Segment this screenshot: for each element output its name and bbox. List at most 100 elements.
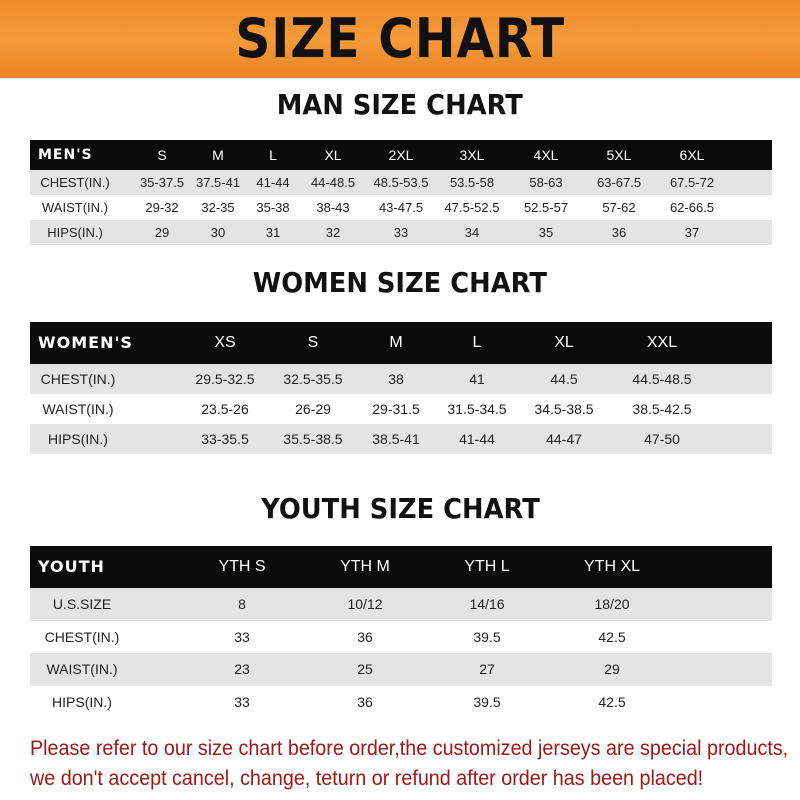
- table-row: CHEST(IN.) 29.5-32.5 32.5-35.5 38 41 44.5 44.5…: [30, 364, 772, 394]
- cell: XL: [554, 334, 574, 351]
- header-row: YOUTH YTH S YTH M YTH L YTH XL: [30, 546, 772, 588]
- table-row: WAIST(IN.) 29-32 32-35 35-38 38-43 43-47.5 47.…: [30, 195, 772, 220]
- size-chart-banner: SIZE CHART: [0, 0, 800, 78]
- table-row: HIPS(IN.) 33-35.5 35.5-38.5 38.5-41 41-44 44-…: [30, 424, 772, 454]
- cell: 37.5-41: [195, 175, 241, 190]
- row-label: CHEST(IN.): [40, 371, 116, 387]
- cell: 38: [388, 371, 404, 387]
- cell: M: [389, 334, 403, 351]
- row-label: WAIST(IN.): [42, 200, 108, 215]
- cell: 33-35.5: [201, 431, 249, 447]
- cell: 3XL: [459, 147, 485, 163]
- cell: 29: [154, 225, 170, 240]
- cell: 33: [234, 628, 250, 645]
- cell: 62-66.5: [669, 200, 715, 215]
- table-row: CHEST(IN.) 33 36 39.5 42.5: [30, 620, 772, 653]
- women-size-table: WOMEN'S XS S M L XL XXL CHEST(IN.) 29.5-32.5 32.5…: [30, 322, 772, 454]
- row-label: HIPS(IN.): [48, 431, 108, 447]
- cell: 36: [611, 225, 627, 240]
- row-label: MEN'S: [38, 147, 93, 163]
- cell: XS: [214, 334, 236, 351]
- cell: 38.5-41: [372, 431, 420, 447]
- cell: 30: [210, 225, 226, 240]
- cell: 5XL: [606, 147, 632, 163]
- cell: 36: [357, 628, 373, 645]
- cell: 37: [684, 225, 700, 240]
- cell: 25: [357, 661, 373, 677]
- row-label: HIPS(IN.): [52, 693, 112, 710]
- cell: 18/20: [594, 596, 630, 612]
- cell: XXL: [646, 334, 678, 351]
- cell: 34: [464, 225, 480, 240]
- cell: YTH S: [218, 558, 266, 575]
- cell: 23: [234, 661, 250, 677]
- cell: 44-48.5: [310, 175, 356, 190]
- cell: 42.5: [598, 693, 626, 710]
- cell: 33: [393, 225, 409, 240]
- cell: YTH M: [340, 558, 390, 575]
- cell: 43-47.5: [378, 200, 424, 215]
- cell: 4XL: [533, 147, 559, 163]
- cell: 2XL: [388, 147, 414, 163]
- cell: 35-38: [256, 200, 290, 215]
- cell: 31.5-34.5: [447, 401, 507, 417]
- cell: 14/16: [469, 596, 505, 612]
- cell: 39.5: [473, 628, 501, 645]
- cell: 58-63: [529, 175, 563, 190]
- cell: YTH L: [464, 558, 510, 575]
- table-row: HIPS(IN.) 33 36 39.5 42.5: [30, 685, 772, 718]
- cell: 38.5-42.5: [632, 401, 692, 417]
- cell: 31: [265, 225, 281, 240]
- cell: 29.5-32.5: [195, 371, 255, 387]
- cell: 44.5-48.5: [632, 371, 692, 387]
- cell: 27: [479, 661, 495, 677]
- table-row: HIPS(IN.) 29 30 31 32 33 34 35 36 37: [30, 220, 772, 245]
- cell: XL: [324, 147, 342, 163]
- cell: 47.5-52.5: [444, 200, 500, 215]
- header-row: MEN'S S M L XL 2XL 3XL 4XL 5XL 6XL: [30, 140, 772, 170]
- cell: 57-62: [602, 200, 636, 215]
- cell: 44-47: [546, 431, 582, 447]
- cell: 42.5: [598, 628, 626, 645]
- table-row: U.S.SIZE 8 10/12 14/16 18/20: [30, 588, 772, 621]
- row-label: U.S.SIZE: [52, 596, 112, 612]
- cell: 32-35: [201, 200, 235, 215]
- cell: S: [307, 334, 319, 351]
- cell: 48.5-53.5: [373, 175, 429, 190]
- cell: 36: [357, 693, 373, 710]
- cell: 6XL: [679, 147, 705, 163]
- cell: 33: [234, 693, 250, 710]
- cell: 29-32: [145, 200, 179, 215]
- cell: 8: [238, 596, 246, 612]
- notice-line: Please refer to our size chart before or…: [30, 737, 789, 760]
- men-size-table: MEN'S S M L XL 2XL 3XL 4XL 5XL 6XL CHEST(IN.) 35-37…: [30, 140, 772, 245]
- cell: 26-29: [295, 401, 331, 417]
- cell: 29: [604, 661, 620, 677]
- youth-size-table: YOUTH YTH S YTH M YTH L YTH XL U.S.SIZE 8 10/12…: [30, 546, 772, 718]
- cell: 29-31.5: [372, 401, 420, 417]
- cell: 41: [469, 371, 485, 387]
- row-label: WAIST(IN.): [42, 401, 114, 417]
- cell: 44.5: [550, 371, 578, 387]
- notice-line: we don't accept cancel, change, teturn o…: [30, 767, 704, 790]
- cell: 63-67.5: [596, 175, 642, 190]
- header-row: WOMEN'S XS S M L XL XXL: [30, 322, 772, 364]
- row-label: WAIST(IN.): [46, 661, 118, 677]
- cell: L: [472, 334, 482, 351]
- youth-title: YOUTH SIZE CHART: [260, 492, 540, 525]
- cell: 39.5: [473, 693, 501, 710]
- cell: 35-37.5: [139, 175, 185, 190]
- row-label: CHEST(IN.): [40, 175, 110, 190]
- men-title: MAN SIZE CHART: [276, 88, 524, 121]
- cell: 41-44: [256, 175, 290, 190]
- cell: 53.5-58: [449, 175, 495, 190]
- table-row: WAIST(IN.) 23 25 27 29: [30, 653, 772, 686]
- cell: 47-50: [644, 431, 680, 447]
- table-row: CHEST(IN.) 35-37.5 37.5-41 41-44 44-48.5 48.5…: [30, 170, 772, 195]
- cell: 23.5-26: [201, 401, 249, 417]
- cell: 38-43: [316, 200, 350, 215]
- cell: 10/12: [347, 596, 383, 612]
- row-label: YOUTH: [38, 557, 105, 576]
- cell: 35: [538, 225, 554, 240]
- table-row: WAIST(IN.) 23.5-26 26-29 29-31.5 31.5-34.5 34…: [30, 394, 772, 424]
